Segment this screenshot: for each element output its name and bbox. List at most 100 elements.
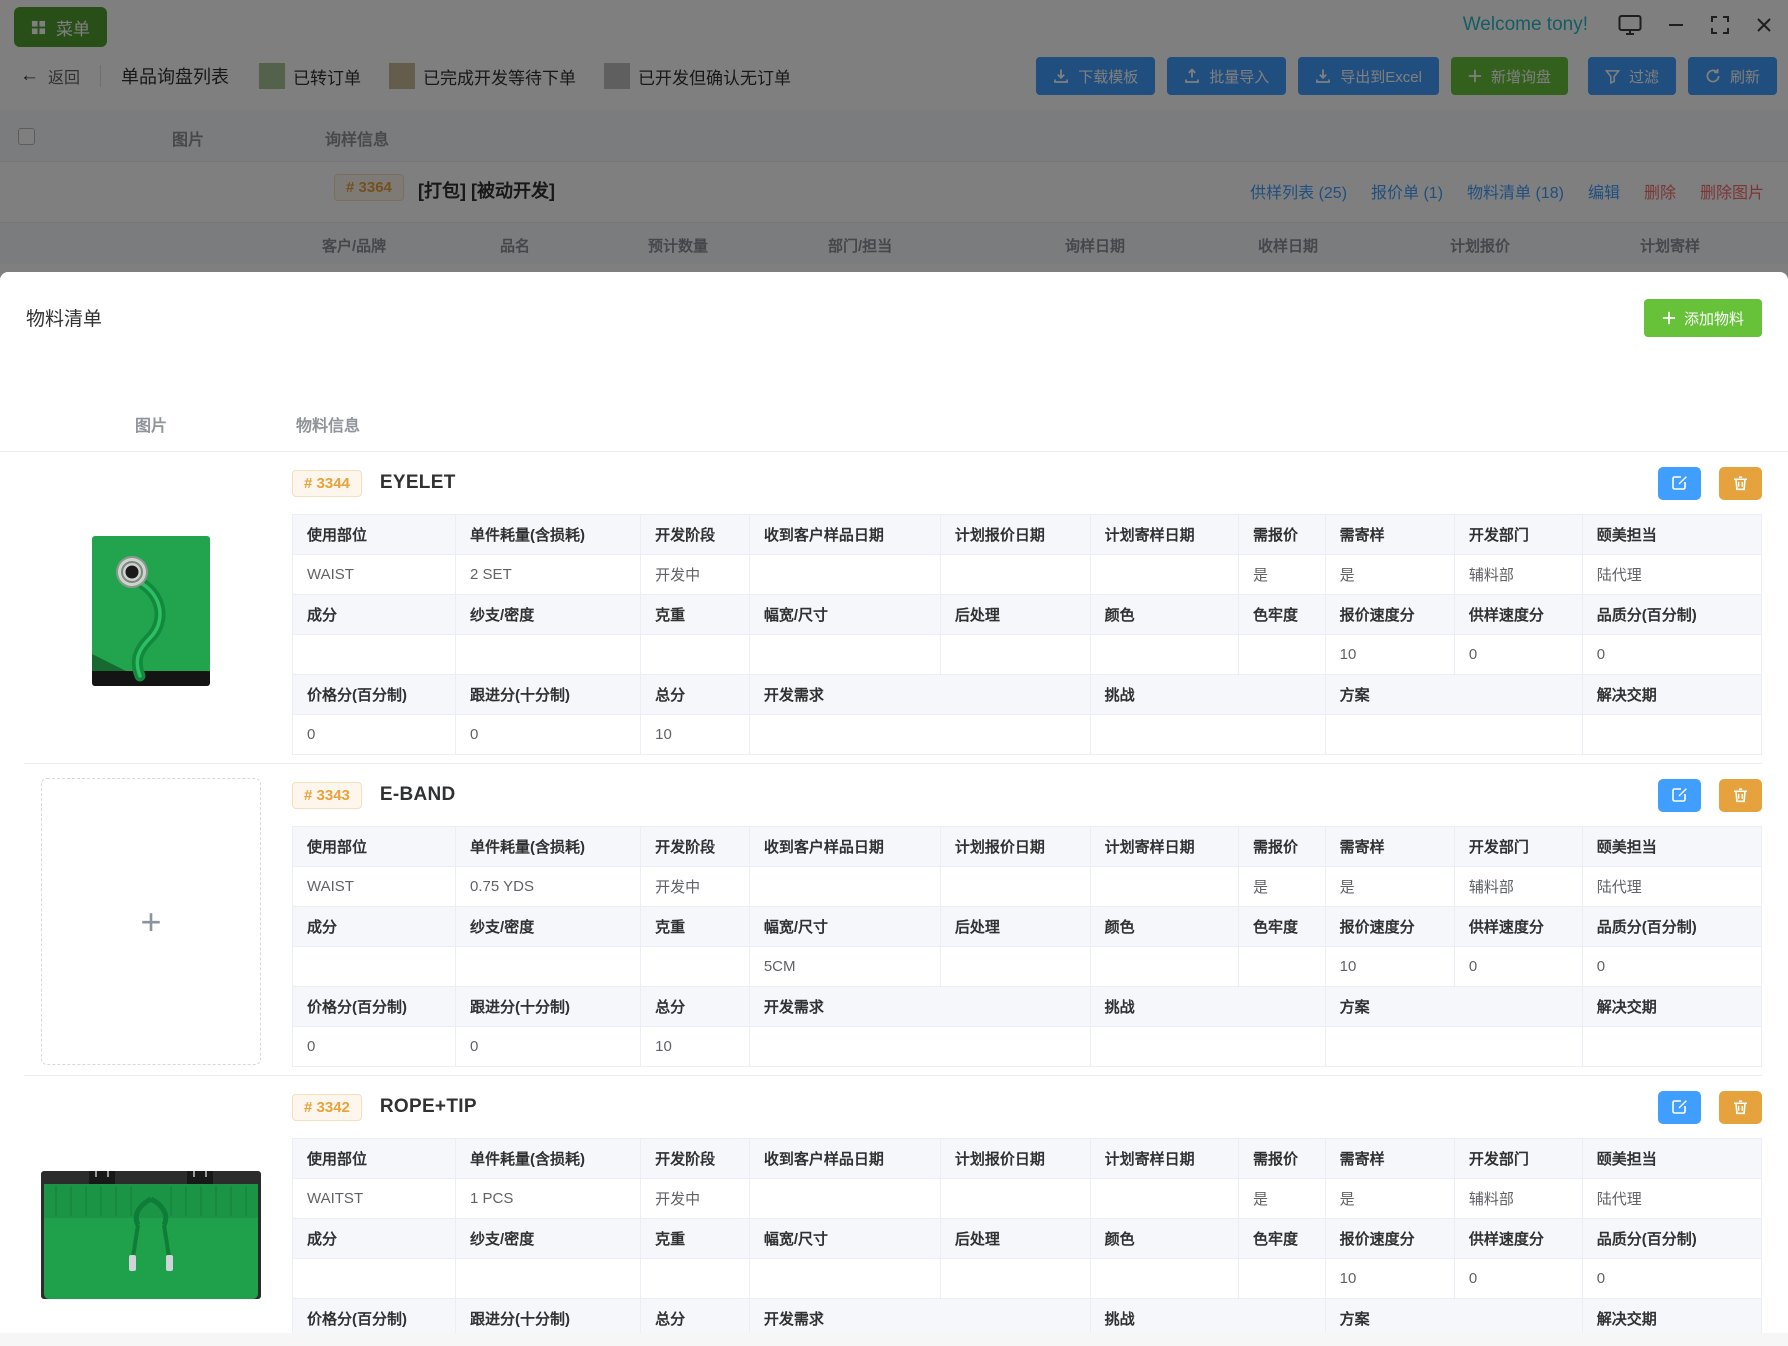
material-header: # 3342 ROPE+TIP: [292, 1090, 1762, 1124]
material-detail-table: 使用部位 单件耗量(含损耗) 开发阶段 收到客户样品日期 计划报价日期 计划寄样日期 需报价…: [291, 514, 1763, 755]
field-value: [939, 946, 1091, 987]
field-value: 0: [1453, 946, 1583, 987]
trash-icon: [1732, 475, 1749, 492]
field-label: 开发阶段: [640, 1138, 750, 1179]
material-list-modal: 物料清单 添加物料 图片 物料信息 # 3344 EYELET 使用部位 单件耗量…: [0, 272, 1788, 1346]
field-value: [640, 946, 750, 987]
table-row: WAIST 2 SET 开发中是是辅料部 陆代理: [291, 554, 1763, 595]
delete-material-button[interactable]: [1719, 778, 1762, 812]
field-value: 0: [291, 1026, 457, 1067]
field-label: 色牢度: [1238, 1218, 1326, 1259]
field-value: WAIST: [291, 554, 457, 595]
field-value: 0: [455, 714, 642, 755]
field-value: 0: [1581, 634, 1763, 675]
edit-material-button[interactable]: [1658, 778, 1701, 812]
field-value: [1581, 1026, 1763, 1067]
table-row: 成分 纱支/密度 克重 幅宽/尺寸 后处理 颜色 色牢度 报价速度分 供样速度分 品质分(百分制): [291, 1218, 1763, 1259]
field-value: [455, 946, 642, 987]
field-value: [1238, 1258, 1326, 1299]
field-value: [291, 634, 457, 675]
material-sections: # 3344 EYELET 使用部位 单件耗量(含损耗) 开发阶段 收到客户样品日期计…: [0, 452, 1788, 1346]
field-value: [291, 1258, 457, 1299]
table-row: 0 0 10: [291, 1026, 1763, 1067]
field-value: [1089, 1258, 1240, 1299]
horizontal-scrollbar[interactable]: [0, 1333, 1788, 1346]
material-image-cell: +: [41, 778, 261, 1067]
field-value: 5CM: [748, 946, 941, 987]
field-value: [640, 1258, 750, 1299]
field-label: 供样速度分: [1453, 594, 1583, 635]
table-row: 使用部位 单件耗量(含损耗) 开发阶段 收到客户样品日期 计划报价日期 计划寄样日期 需报价…: [291, 514, 1763, 555]
table-row: WAITST 1 PCS 开发中是是辅料部 陆代理: [291, 1178, 1763, 1219]
table-row: 10 0 0: [291, 1258, 1763, 1299]
material-section: # 3342 ROPE+TIP 使用部位 单件耗量(含损耗) 开发阶段 收到客户样品日…: [0, 1076, 1788, 1346]
edit-icon: [1671, 1098, 1689, 1116]
material-id-badge: # 3344: [292, 469, 362, 497]
field-value: 10: [640, 1026, 750, 1067]
field-label: 跟进分(十分制): [455, 1298, 642, 1339]
material-info-cell: # 3342 ROPE+TIP 使用部位 单件耗量(含损耗) 开发阶段 收到客户样品日…: [291, 1090, 1763, 1346]
field-label: 总分: [640, 1298, 750, 1339]
field-value: [1089, 1178, 1240, 1219]
table-row: 价格分(百分制) 跟进分(十分制) 总分 开发需求 挑战 方案 解决交期: [291, 986, 1763, 1027]
field-label: 解决交期: [1581, 674, 1763, 715]
material-name: EYELET: [379, 472, 456, 493]
field-value: 辅料部: [1453, 554, 1583, 595]
field-value: 0: [1581, 946, 1763, 987]
field-value: 辅料部: [1453, 1178, 1583, 1219]
field-value: 陆代理: [1581, 554, 1763, 595]
edit-icon: [1671, 786, 1689, 804]
field-label: 使用部位: [291, 1138, 457, 1179]
field-label: 使用部位: [291, 514, 457, 555]
delete-material-button[interactable]: [1719, 1090, 1762, 1124]
delete-material-button[interactable]: [1719, 466, 1762, 500]
field-label: 计划报价日期: [939, 1138, 1091, 1179]
field-label: 克重: [640, 906, 750, 947]
field-value: [939, 866, 1091, 907]
field-label: 开发阶段: [640, 514, 750, 555]
field-value: [1089, 1026, 1326, 1067]
field-label: 使用部位: [291, 826, 457, 867]
field-value: 陆代理: [1581, 1178, 1763, 1219]
material-section: # 3344 EYELET 使用部位 单件耗量(含损耗) 开发阶段 收到客户样品日期计…: [0, 452, 1788, 763]
field-label: 成分: [291, 1218, 457, 1259]
field-label: 颐美担当: [1581, 1138, 1763, 1179]
field-label: 开发部门: [1453, 826, 1583, 867]
field-value: [939, 1178, 1091, 1219]
field-value: 0: [1453, 1258, 1583, 1299]
field-label: 颜色: [1089, 906, 1240, 947]
field-label: 纱支/密度: [455, 1218, 642, 1259]
field-value: [455, 634, 642, 675]
material-image-cell: [41, 466, 261, 755]
field-label: 跟进分(十分制): [455, 674, 642, 715]
add-material-button[interactable]: 添加物料: [1643, 299, 1762, 337]
field-label: 后处理: [939, 1218, 1091, 1259]
field-label: 挑战: [1089, 986, 1326, 1027]
field-label: 需报价: [1238, 1138, 1326, 1179]
field-label: 计划寄样日期: [1089, 1138, 1240, 1179]
edit-material-button[interactable]: [1658, 466, 1701, 500]
field-value: [1581, 714, 1763, 755]
field-label: 幅宽/尺寸: [748, 1218, 941, 1259]
field-label: 收到客户样品日期: [748, 826, 941, 867]
eyelet-photo[interactable]: [92, 535, 210, 686]
field-value: [748, 866, 941, 907]
section-divider: [24, 1075, 1762, 1076]
table-row: WAIST 0.75 YDS 开发中是是辅料部 陆代理: [291, 866, 1763, 907]
table-row: 价格分(百分制) 跟进分(十分制) 总分 开发需求 挑战 方案 解决交期: [291, 674, 1763, 715]
edit-material-button[interactable]: [1658, 1090, 1701, 1124]
field-value: WAIST: [291, 866, 457, 907]
field-label: 价格分(百分制): [291, 1298, 457, 1339]
section-divider: [24, 763, 1762, 764]
field-value: [748, 1258, 941, 1299]
field-label: 颜色: [1089, 594, 1240, 635]
field-value: [1089, 714, 1326, 755]
table-row: 10 0 0: [291, 634, 1763, 675]
shorts-photo[interactable]: [41, 1170, 261, 1299]
field-label: 幅宽/尺寸: [748, 594, 941, 635]
field-label: 单件耗量(含损耗): [455, 1138, 642, 1179]
upload-placeholder[interactable]: +: [41, 778, 261, 1065]
plus-icon: [1662, 311, 1676, 325]
material-id-badge: # 3343: [292, 781, 362, 809]
column-header-info: 物料信息: [296, 418, 361, 435]
